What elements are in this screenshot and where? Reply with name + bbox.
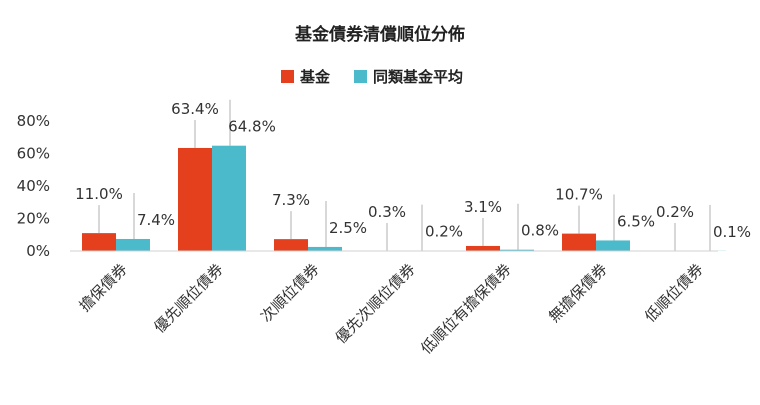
chart-title: 基金債券清償順位分佈 (294, 24, 465, 45)
bar-fund (562, 233, 596, 251)
bar-peer-average (308, 246, 342, 251)
y-tick-label: 40% (17, 177, 50, 195)
data-label-fund: 63.4% (171, 100, 219, 118)
category-label: 無擔保債券 (545, 260, 611, 326)
y-axis-ticks: 0% 20% 40% 60% 80% (17, 112, 50, 260)
legend-label-fund: 基金 (299, 68, 331, 86)
data-label-fund: 3.1% (464, 198, 502, 216)
data-label-peer-average: 0.8% (521, 222, 559, 240)
legend-swatch-peer-average (354, 70, 367, 83)
legend-label-peer-average: 同類基金平均 (373, 68, 463, 86)
data-label-fund: 7.3% (272, 191, 310, 209)
data-label-peer-average: 6.5% (617, 212, 655, 230)
y-tick-label: 60% (17, 145, 50, 163)
bar-fund (178, 147, 212, 251)
y-tick-label: 0% (26, 242, 50, 260)
data-label-peer-average: 0.2% (425, 223, 463, 241)
data-label-fund: 0.2% (656, 203, 694, 221)
category-label: 優先順位債券 (150, 260, 226, 336)
bar-fund (466, 245, 500, 251)
category-label: 擔保債券 (76, 260, 131, 315)
bar-peer-average (116, 238, 150, 251)
category-label: 優先次順位債券 (332, 260, 419, 347)
category-label: 低順位有擔保債券 (417, 260, 515, 358)
data-labels: 11.0%7.4%63.4%64.8%7.3%2.5%0.3%0.2%3.1%0… (75, 100, 751, 241)
bars (82, 145, 726, 251)
data-label-peer-average: 0.1% (713, 223, 751, 241)
data-label-peer-average: 64.8% (228, 118, 276, 136)
bar-fund (82, 233, 116, 251)
data-label-fund: 0.3% (368, 203, 406, 221)
bar-fund (274, 239, 308, 251)
legend-swatch-fund (281, 70, 294, 83)
label-leader-lines (98, 99, 711, 251)
bar-peer-average (596, 240, 630, 251)
bar-peer-average (500, 249, 534, 251)
data-label-peer-average: 7.4% (137, 211, 175, 229)
y-tick-label: 20% (17, 210, 50, 228)
bar-peer-average (212, 145, 246, 251)
data-label-fund: 10.7% (555, 186, 603, 204)
legend: 基金 同類基金平均 (281, 68, 463, 86)
data-label-peer-average: 2.5% (329, 219, 367, 237)
y-tick-label: 80% (17, 112, 50, 130)
data-label-fund: 11.0% (75, 185, 123, 203)
category-label: 低順位債券 (641, 260, 707, 326)
category-label: 次順位債券 (257, 260, 323, 326)
